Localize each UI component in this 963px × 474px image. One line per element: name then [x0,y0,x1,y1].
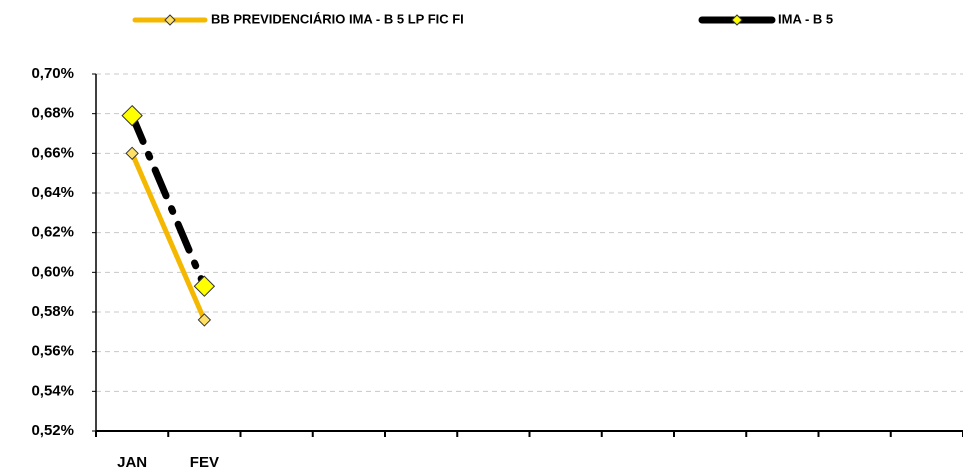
legend: BB PREVIDENCIÁRIO IMA - B 5 LP FIC FI IMA… [132,11,833,26]
y-tick-label: 0,70% [31,65,74,82]
y-tick-label: 0,58% [31,303,74,320]
legend-marker [164,14,176,26]
y-tick-label: 0,52% [31,422,74,439]
x-tick-label: FEV [190,454,219,471]
series-line [129,150,207,323]
y-tick-label: 0,64% [31,184,74,201]
y-tick-label: 0,66% [31,144,74,161]
data-point [193,275,216,297]
data-point [121,104,143,127]
y-tick-label: 0,68% [31,105,74,122]
y-tick-label: 0,56% [31,343,74,360]
legend-marker [731,14,743,26]
legend-label: BB PREVIDENCIÁRIO IMA - B 5 LP FIC FI [211,11,464,26]
y-tick-label: 0,54% [31,382,74,399]
y-tick-label: 0,62% [31,224,74,241]
y-tick-label: 0,60% [31,263,74,280]
series-line [128,112,208,290]
x-tick-label: JAN [117,454,147,471]
data-point [125,146,139,161]
legend-label: IMA - B 5 [778,11,833,26]
data-point [197,313,212,327]
